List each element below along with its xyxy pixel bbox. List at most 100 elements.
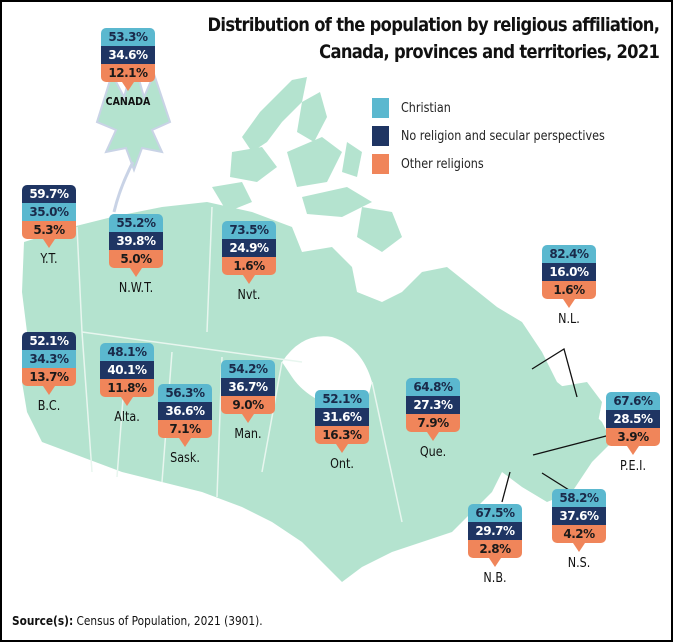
- callout-box: 48.1% 40.1% 11.8%: [100, 343, 154, 397]
- value-other: 9.0%: [221, 396, 275, 414]
- callout-box: 53.3% 34.6% 12.1%: [101, 28, 155, 82]
- region-label: Y.T.: [40, 252, 58, 267]
- callout-canada: 53.3% 34.6% 12.1% CANADA: [101, 28, 155, 108]
- legend-item-other: Other religions: [372, 150, 638, 178]
- callout-box: 82.4% 16.0% 1.6%: [542, 245, 596, 299]
- region-label: Alta.: [114, 410, 140, 425]
- callout-box: 52.1% 34.3% 13.7%: [22, 332, 76, 386]
- region-label: N.S.: [567, 556, 591, 571]
- value-christian: 67.6%: [606, 392, 660, 410]
- callout-pointer: [43, 239, 55, 248]
- callout-pointer: [121, 397, 133, 406]
- value-christian: 67.5%: [468, 504, 522, 522]
- value-other: 7.9%: [406, 414, 460, 432]
- region-label: N.B.: [483, 571, 507, 586]
- callout-pointer: [122, 82, 134, 91]
- value-christian: 54.2%: [221, 360, 275, 378]
- value-other: 2.8%: [468, 540, 522, 558]
- legend-item-no-religion: No religion and secular perspectives: [372, 122, 638, 150]
- callout-box: 67.5% 29.7% 2.8%: [468, 504, 522, 558]
- value-other: 5.3%: [22, 221, 76, 239]
- region-label: Que.: [419, 445, 447, 460]
- value-christian: 82.4%: [542, 245, 596, 263]
- callout-pointer: [43, 386, 55, 395]
- callout-pointer: [242, 414, 254, 423]
- callout-box: 58.2% 37.6% 4.2%: [552, 489, 606, 543]
- value-christian: 35.0%: [22, 203, 76, 221]
- value-none: 31.6%: [315, 408, 369, 426]
- value-other: 4.2%: [552, 525, 606, 543]
- region-label: Sask.: [170, 451, 200, 466]
- value-christian: 52.1%: [315, 390, 369, 408]
- callout-yt: 59.7% 35.0% 5.3% Y.T.: [22, 185, 76, 267]
- region-label: N.L.: [558, 312, 580, 327]
- value-other: 1.6%: [542, 281, 596, 299]
- title-line-1: Distribution of the population by religi…: [207, 14, 659, 36]
- callout-pointer: [489, 558, 501, 567]
- legend-swatch-no-religion: [372, 126, 389, 146]
- value-other: 13.7%: [22, 368, 76, 386]
- value-none: 16.0%: [542, 263, 596, 281]
- region-label: B.C.: [37, 399, 61, 414]
- leader-lines: [501, 347, 611, 503]
- arctic-islands: [212, 77, 402, 252]
- callout-box: 52.1% 31.6% 16.3%: [315, 390, 369, 444]
- callout-pointer: [563, 299, 575, 308]
- value-none: 36.7%: [221, 378, 275, 396]
- value-none: 27.3%: [406, 396, 460, 414]
- region-label: P.E.I.: [619, 459, 647, 474]
- value-christian: 53.3%: [101, 28, 155, 46]
- callout-pointer: [627, 446, 639, 455]
- callout-nwt: 55.2% 39.8% 5.0% N.W.T.: [109, 214, 163, 296]
- value-christian: 34.3%: [22, 350, 76, 368]
- value-other: 3.9%: [606, 428, 660, 446]
- callout-pointer: [427, 432, 439, 441]
- value-none: 39.8%: [109, 232, 163, 250]
- value-none: 29.7%: [468, 522, 522, 540]
- title-line-2: Canada, provinces and territories, 2021: [318, 41, 660, 63]
- legend-swatch-other: [372, 154, 389, 174]
- value-other: 16.3%: [315, 426, 369, 444]
- callout-box: 59.7% 35.0% 5.3%: [22, 185, 76, 239]
- callout-ont: 52.1% 31.6% 16.3% Ont.: [315, 390, 369, 472]
- value-other: 12.1%: [101, 64, 155, 82]
- value-none: 37.6%: [552, 507, 606, 525]
- legend-label: Other religions: [401, 156, 484, 172]
- value-none: 59.7%: [22, 185, 76, 203]
- source-note: Source(s): Census of Population, 2021 (3…: [12, 614, 263, 628]
- value-christian: 64.8%: [406, 378, 460, 396]
- value-none: 34.6%: [101, 46, 155, 64]
- callout-pointer: [336, 444, 348, 453]
- callout-pointer: [179, 438, 191, 447]
- legend-label: Christian: [401, 100, 451, 116]
- callout-box: 56.3% 36.6% 7.1%: [158, 384, 212, 438]
- callout-nl: 82.4% 16.0% 1.6% N.L.: [542, 245, 596, 327]
- callout-pointer: [573, 543, 585, 552]
- value-christian: 58.2%: [552, 489, 606, 507]
- callout-pointer: [243, 275, 255, 284]
- callout-man: 54.2% 36.7% 9.0% Man.: [221, 360, 275, 442]
- region-label: Ont.: [330, 457, 354, 472]
- legend-label: No religion and secular perspectives: [401, 128, 605, 144]
- region-label: Nvt.: [237, 288, 261, 303]
- value-christian: 48.1%: [100, 343, 154, 361]
- value-christian: 55.2%: [109, 214, 163, 232]
- callout-box: 73.5% 24.9% 1.6%: [222, 221, 276, 275]
- value-other: 7.1%: [158, 420, 212, 438]
- callout-alta: 48.1% 40.1% 11.8% Alta.: [100, 343, 154, 425]
- callout-ns: 58.2% 37.6% 4.2% N.S.: [552, 489, 606, 571]
- callout-box: 55.2% 39.8% 5.0%: [109, 214, 163, 268]
- legend-swatch-christian: [372, 98, 389, 118]
- callout-box: 64.8% 27.3% 7.9%: [406, 378, 460, 432]
- region-label: Man.: [234, 427, 262, 442]
- value-none: 36.6%: [158, 402, 212, 420]
- callout-nb: 67.5% 29.7% 2.8% N.B.: [468, 504, 522, 586]
- value-christian: 56.3%: [158, 384, 212, 402]
- callout-box: 67.6% 28.5% 3.9%: [606, 392, 660, 446]
- newfoundland: [557, 382, 602, 432]
- callout-pei: 67.6% 28.5% 3.9% P.E.I.: [606, 392, 660, 474]
- legend: Christian No religion and secular perspe…: [372, 94, 638, 178]
- callout-sask: 56.3% 36.6% 7.1% Sask.: [158, 384, 212, 466]
- callout-nvt: 73.5% 24.9% 1.6% Nvt.: [222, 221, 276, 303]
